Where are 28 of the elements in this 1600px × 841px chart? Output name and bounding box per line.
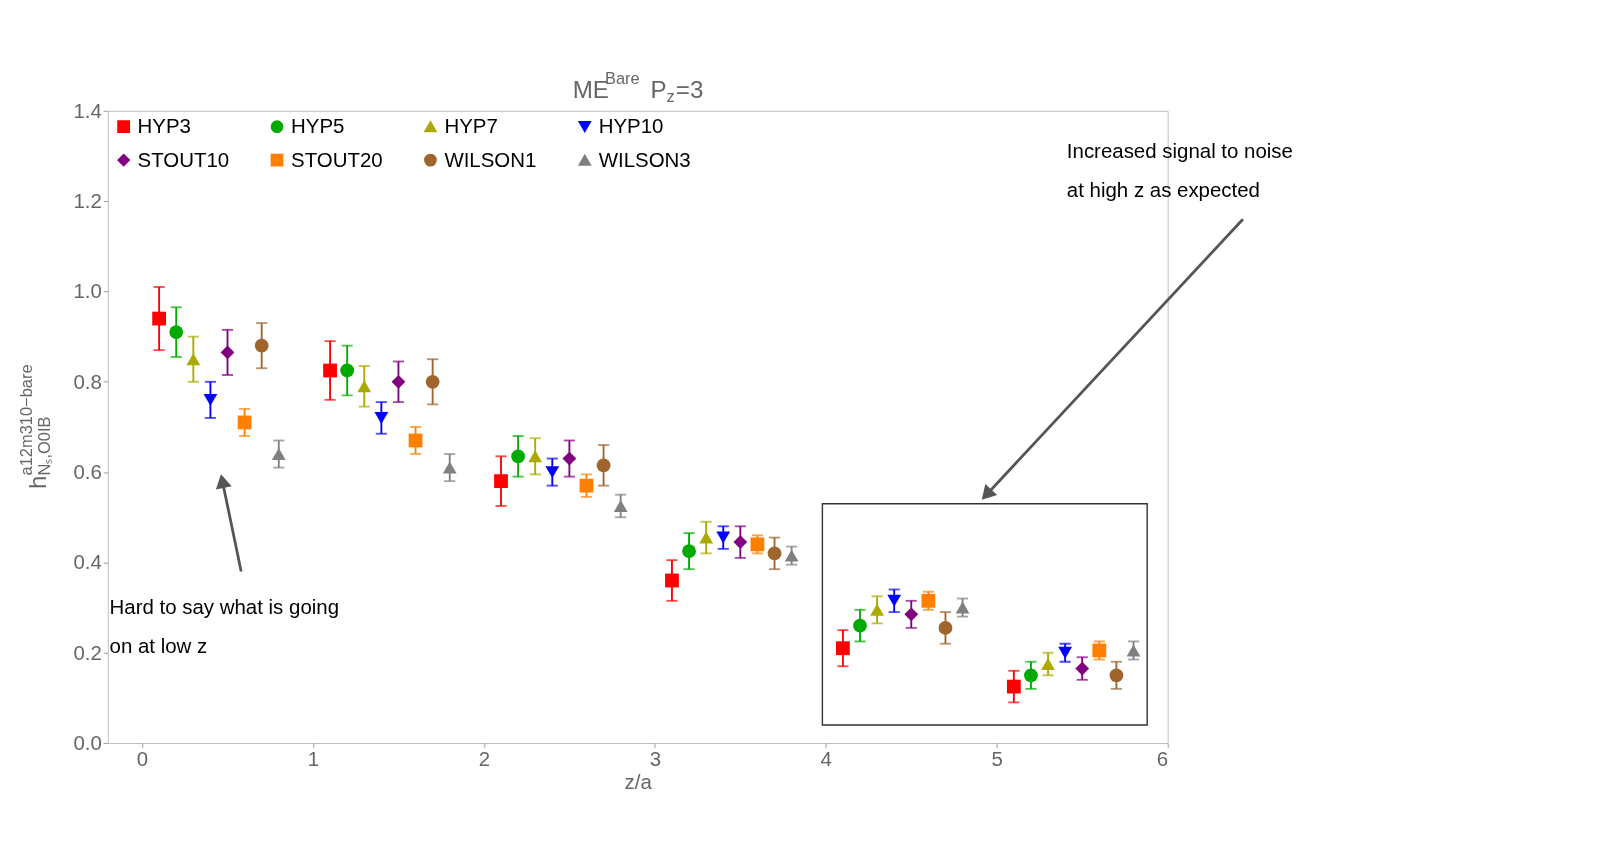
y-tick-label: 0.0 — [73, 731, 102, 755]
x-tick-label: 6 — [1156, 746, 1169, 770]
y-tick-label: 0.8 — [73, 369, 102, 393]
y-tick-label: 0.6 — [73, 460, 102, 484]
legend-label: WILSON3 — [598, 147, 691, 171]
x-tick-label: 4 — [820, 746, 832, 770]
legend-label: HYP10 — [598, 114, 664, 138]
legend-label: STOUT20 — [290, 147, 383, 171]
x-tick-label: 2 — [478, 746, 491, 770]
y-tick-label: 1.2 — [73, 189, 102, 213]
y-tick-label: 0.4 — [73, 550, 102, 574]
annotation: Hard to say what is going on at low z — [109, 595, 340, 658]
legend-label: STOUT10 — [137, 147, 230, 171]
point — [955, 601, 970, 614]
y-tick-label: 0.2 — [73, 640, 102, 664]
legend-label: HYP3 — [137, 114, 191, 138]
x-tick-label: 0 — [136, 746, 149, 770]
legend-label: HYP7 — [444, 114, 498, 138]
x-tick-label: 3 — [649, 746, 662, 770]
x-tick-label: 1 — [307, 746, 320, 770]
y-tick-label: 1.4 — [73, 98, 102, 122]
legend-label: WILSON1 — [444, 147, 537, 171]
annotation: Increased signal to noise at high z as expected — [1066, 139, 1293, 202]
legend-label: HYP5 — [290, 114, 345, 138]
x-axis-title: z/a — [624, 770, 653, 794]
y-axis-title: ha12m310−bareNₛ,O0IB — [16, 364, 54, 489]
x-tick-label: 5 — [991, 746, 1003, 770]
y-tick-label: 1.0 — [73, 279, 102, 303]
